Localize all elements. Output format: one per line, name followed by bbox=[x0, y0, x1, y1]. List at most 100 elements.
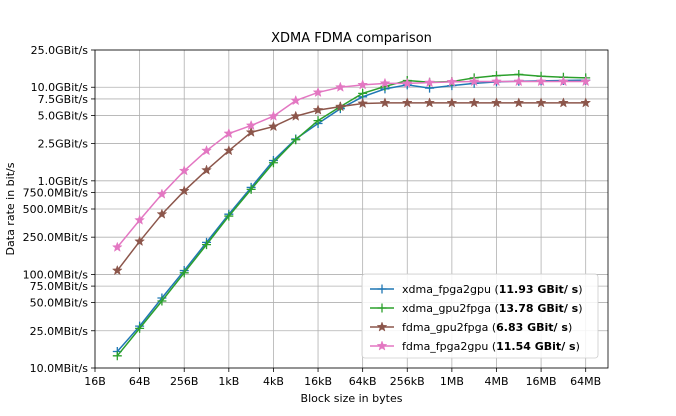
legend-marker bbox=[377, 284, 387, 294]
x-tick-label: 64MB bbox=[570, 375, 601, 388]
chart-title: XDMA FDMA comparison bbox=[271, 31, 432, 46]
data-point-xdma_gpu2fpga bbox=[135, 323, 145, 333]
data-point-fdma_gpu2fpga bbox=[379, 97, 391, 108]
y-tick-label: 25.0MBit/s bbox=[30, 325, 89, 338]
data-point-xdma_gpu2fpga bbox=[224, 211, 234, 221]
data-point-fdma_gpu2fpga bbox=[156, 208, 168, 219]
y-tick-label: 750.0MBit/s bbox=[23, 187, 89, 200]
legend-label-name: xdma_fpga2gpu ( bbox=[402, 283, 499, 296]
data-point-fdma_gpu2fpga bbox=[201, 164, 212, 175]
x-axis-title: Block size in bytes bbox=[301, 392, 403, 405]
data-point-fdma_fpga2gpu bbox=[557, 75, 569, 87]
y-axis-ticks: 25.0GBit/s 10.0GBit/s7.5GBit/s 5.0GBit/s 2.… bbox=[23, 44, 95, 375]
data-point-fdma_fpga2gpu bbox=[290, 94, 302, 106]
legend-label: fdma_gpu2fpga (6.83 GBit/ s) bbox=[402, 321, 572, 334]
data-point-xdma_gpu2fpga bbox=[313, 116, 323, 126]
data-point-fdma_fpga2gpu bbox=[111, 241, 123, 252]
series-fdma_fpga2gpu bbox=[111, 75, 592, 252]
x-tick-label: 1MB bbox=[440, 375, 464, 388]
y-tick-label: 50.0MBit/s bbox=[30, 297, 89, 310]
data-point-fdma_fpga2gpu bbox=[156, 188, 168, 199]
y-axis-title: Data rate in bit/s bbox=[4, 162, 17, 255]
x-tick-label: 4kB bbox=[263, 375, 284, 388]
y-tick-label: 100.0MBit/s bbox=[23, 268, 89, 281]
data-point-fdma_gpu2fpga bbox=[268, 120, 279, 132]
y-tick-label: 5.0GBit/s bbox=[38, 109, 89, 122]
legend-label-value: 13.78 GBit/ s bbox=[499, 302, 579, 315]
data-point-fdma_gpu2fpga bbox=[111, 264, 123, 276]
y-tick-label: 25.0GBit/s bbox=[31, 44, 89, 57]
data-point-fdma_gpu2fpga bbox=[223, 144, 235, 156]
legend-label-name: xdma_gpu2fpga ( bbox=[402, 302, 499, 315]
legend-label-name: fdma_gpu2fpga ( bbox=[402, 321, 496, 334]
y-tick-label: 10.0MBit/s bbox=[30, 362, 89, 375]
data-point-fdma_fpga2gpu bbox=[267, 110, 279, 121]
x-tick-label: 64B bbox=[129, 375, 151, 388]
legend-label-value: 6.83 GBit/ s bbox=[496, 321, 568, 334]
x-tick-label: 256B bbox=[170, 375, 199, 388]
data-point-fdma_fpga2gpu bbox=[312, 86, 324, 98]
data-point-fdma_gpu2fpga bbox=[401, 97, 413, 108]
data-point-fdma_gpu2fpga bbox=[513, 97, 525, 108]
data-point-fdma_fpga2gpu bbox=[580, 75, 592, 87]
x-tick-label: 1kB bbox=[218, 375, 239, 388]
data-point-fdma_gpu2fpga bbox=[535, 97, 547, 108]
y-tick-label: 500.0MBit/s bbox=[23, 203, 89, 216]
legend-label-close: ) bbox=[578, 283, 582, 296]
series-line-xdma_gpu2fpga bbox=[116, 73, 586, 357]
data-point-fdma_fpga2gpu bbox=[379, 77, 391, 88]
data-point-fdma_fpga2gpu bbox=[245, 119, 257, 131]
x-tick-label: 64kB bbox=[349, 375, 377, 388]
legend-label-value: 11.54 GBit/ s bbox=[496, 340, 576, 353]
data-point-fdma_fpga2gpu bbox=[178, 165, 190, 176]
y-tick-label: 250.0MBit/s bbox=[23, 231, 89, 244]
data-point-fdma_gpu2fpga bbox=[557, 97, 569, 108]
series-line-fdma_gpu2fpga bbox=[116, 102, 586, 271]
data-point-fdma_gpu2fpga bbox=[134, 235, 146, 247]
y-tick-label: 2.5GBit/s bbox=[38, 138, 89, 151]
data-point-fdma_fpga2gpu bbox=[446, 76, 458, 87]
y-tick-label: 10.0GBit/s bbox=[31, 81, 89, 94]
legend-label-value: 11.93 GBit/ s bbox=[499, 283, 579, 296]
data-point-fdma_gpu2fpga bbox=[290, 110, 302, 121]
x-tick-label: 16B bbox=[84, 375, 106, 388]
legend-label-close: ) bbox=[578, 302, 582, 315]
data-point-fdma_gpu2fpga bbox=[424, 97, 435, 108]
data-point-xdma_gpu2fpga bbox=[112, 351, 122, 361]
x-tick-label: 256kB bbox=[390, 375, 425, 388]
data-point-xdma_gpu2fpga bbox=[268, 158, 278, 168]
legend-item-fdma_fpga2gpu: fdma_fpga2gpu (11.54 GBit/ s) bbox=[370, 340, 580, 353]
data-point-fdma_gpu2fpga bbox=[357, 97, 369, 109]
series-line-fdma_fpga2gpu bbox=[116, 80, 586, 248]
legend-label: xdma_fpga2gpu (11.93 GBit/ s) bbox=[402, 283, 583, 296]
legend-marker bbox=[377, 303, 387, 313]
legend: xdma_fpga2gpu (11.93 GBit/ s) xdma_gpu2fp… bbox=[361, 273, 599, 359]
y-tick-label: 1.0GBit/s bbox=[38, 175, 89, 188]
legend-label-name: fdma_fpga2gpu ( bbox=[402, 340, 496, 353]
data-point-fdma_fpga2gpu bbox=[424, 76, 436, 88]
data-point-fdma_fpga2gpu bbox=[223, 127, 235, 139]
data-point-xdma_gpu2fpga bbox=[358, 88, 368, 98]
data-point-fdma_gpu2fpga bbox=[491, 97, 502, 108]
data-point-fdma_gpu2fpga bbox=[245, 126, 257, 137]
x-tick-label: 16kB bbox=[304, 375, 332, 388]
data-point-fdma_gpu2fpga bbox=[580, 97, 592, 108]
legend-marker bbox=[376, 340, 388, 351]
data-point-fdma_fpga2gpu bbox=[401, 77, 413, 88]
data-point-xdma_gpu2fpga bbox=[291, 135, 301, 145]
data-point-fdma_fpga2gpu bbox=[357, 79, 369, 90]
data-point-xdma_gpu2fpga bbox=[179, 268, 189, 278]
x-axis-ticks: 16B 64B 256B 1kB 4kB 16kB 64kB 256kB 1MB 4MB 16MB 6… bbox=[84, 368, 601, 388]
legend-item-xdma_fpga2gpu: xdma_fpga2gpu (11.93 GBit/ s) bbox=[370, 283, 583, 296]
series-layer bbox=[111, 69, 592, 361]
x-tick-label: 4MB bbox=[484, 375, 508, 388]
legend-label-close: ) bbox=[576, 340, 580, 353]
data-point-fdma_gpu2fpga bbox=[468, 97, 480, 108]
data-point-fdma_fpga2gpu bbox=[201, 144, 212, 156]
data-point-xdma_gpu2fpga bbox=[202, 240, 212, 250]
data-point-fdma_fpga2gpu bbox=[334, 81, 346, 92]
data-point-fdma_fpga2gpu bbox=[134, 214, 146, 225]
data-point-xdma_gpu2fpga bbox=[157, 296, 167, 306]
data-point-fdma_gpu2fpga bbox=[446, 97, 458, 108]
